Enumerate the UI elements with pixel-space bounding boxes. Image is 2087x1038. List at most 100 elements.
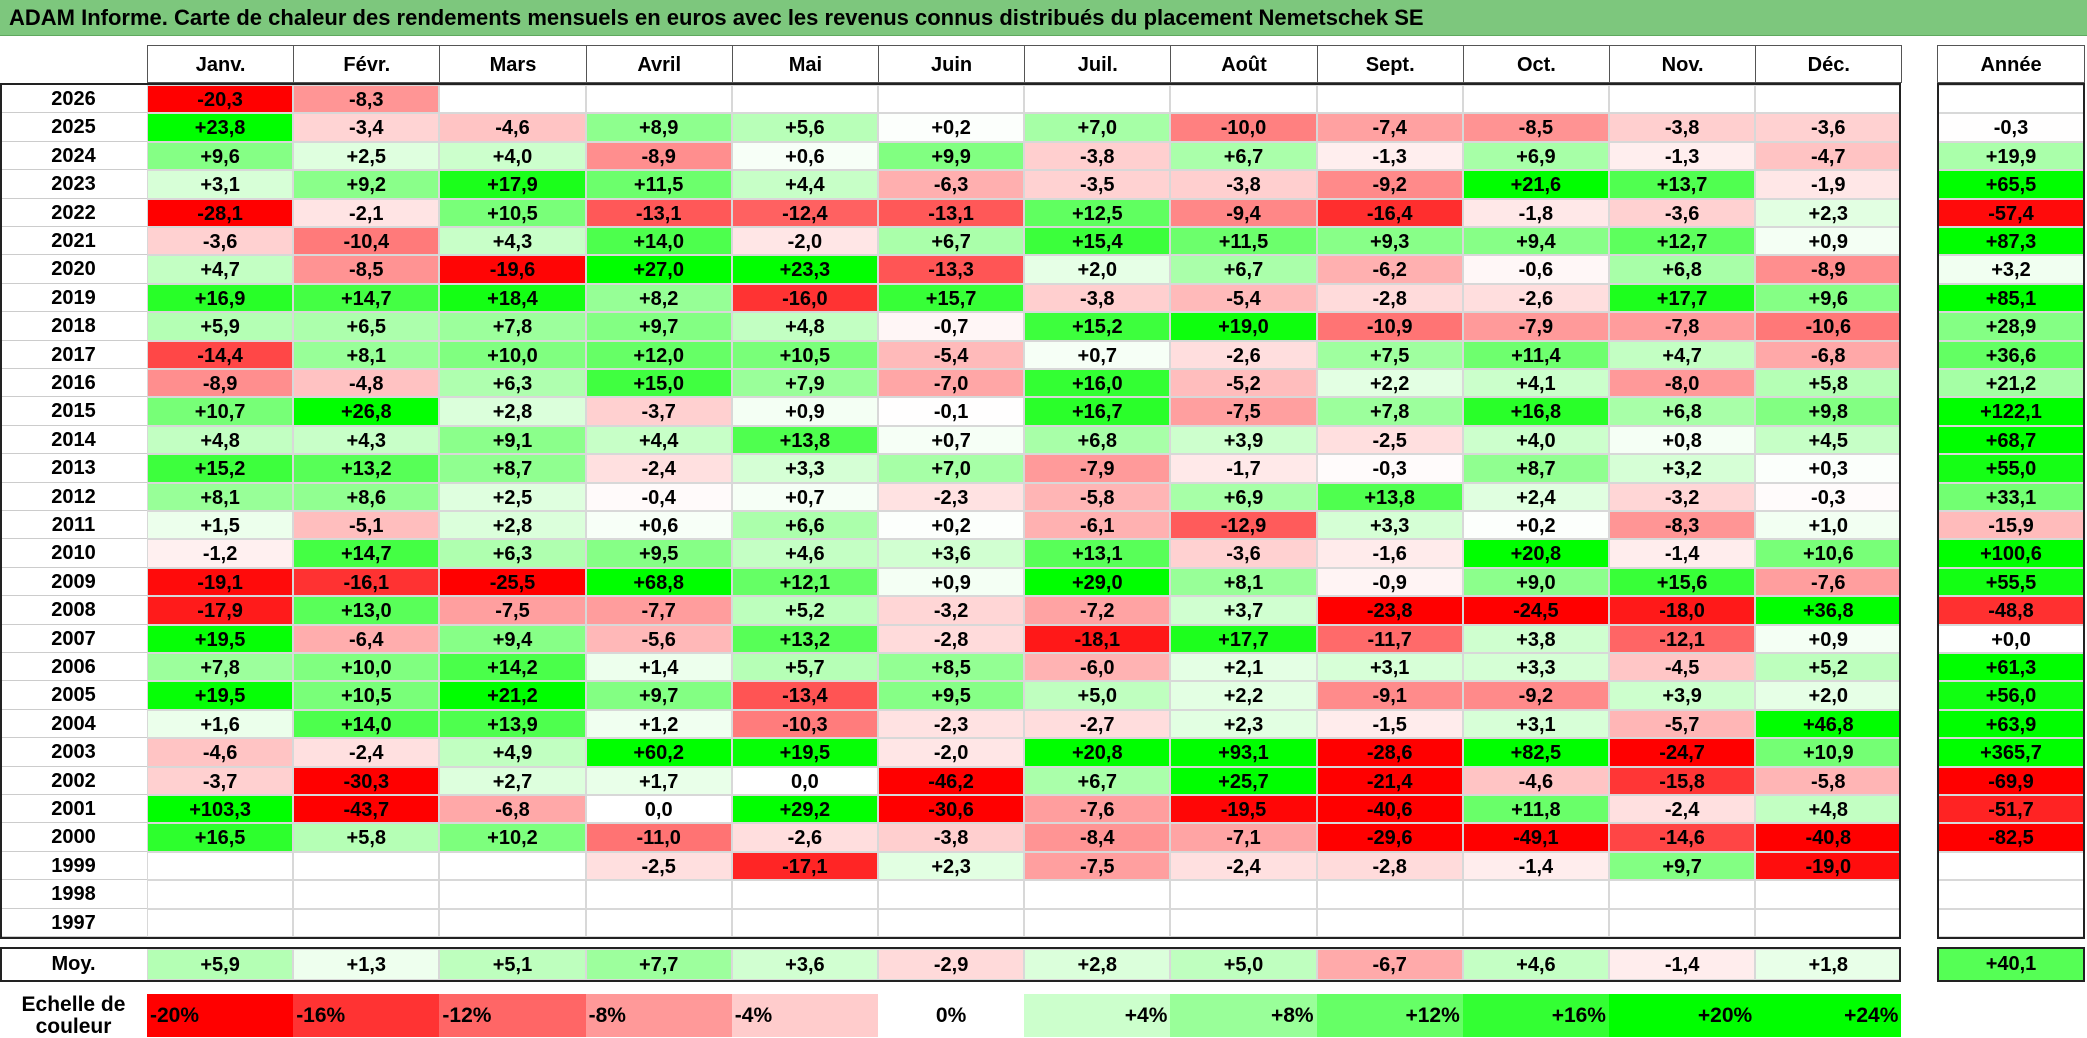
heatmap-cell: -30,3: [293, 766, 440, 795]
heatmap-cell: +13,9: [439, 709, 586, 739]
heatmap-cell: -3,5: [1024, 170, 1171, 199]
annual-cell: +0,0: [1937, 624, 2085, 653]
heatmap-cell: +9,4: [1462, 227, 1609, 256]
heatmap-cell: +3,3: [1462, 653, 1609, 682]
heatmap-cell: +27,0: [585, 255, 732, 284]
heatmap-cell: +21,6: [1462, 170, 1609, 199]
heatmap-cell: -19,6: [439, 255, 586, 284]
heatmap-cell: +3,1: [1316, 653, 1463, 682]
heatmap-cell: +7,5: [1316, 340, 1463, 369]
month-header: Mars: [439, 45, 587, 83]
heatmap-cell: +3,2: [1609, 454, 1756, 483]
heatmap-cell: -8,5: [293, 255, 440, 284]
annual-cell: +55,0: [1937, 454, 2085, 483]
average-label: Moy.: [51, 953, 96, 975]
heatmap-cell: [731, 85, 878, 114]
heatmap-cell: +6,7: [1170, 255, 1317, 284]
heatmap-cell: [878, 85, 1025, 114]
chart-title: ADAM Informe. Carte de chaleur des rende…: [0, 0, 2087, 36]
heatmap-cell: -2,4: [1609, 795, 1756, 824]
heatmap-cell: +2,7: [439, 766, 586, 795]
month-header: Févr.: [293, 45, 441, 83]
heatmap-cell: +2,3: [1755, 198, 1902, 227]
heatmap-cell: +0,2: [878, 113, 1025, 142]
annual-cell: -57,4: [1937, 198, 2085, 227]
heatmap-cell: [439, 908, 586, 937]
heatmap-cell: [1609, 85, 1756, 114]
heatmap-cell: -6,1: [1024, 511, 1171, 540]
year-label: 2022: [0, 199, 147, 227]
year-label: 2001: [0, 795, 147, 824]
heatmap-cell: +0,6: [731, 141, 878, 171]
heatmap-cell: -16,0: [731, 283, 878, 313]
month-header: Juin: [878, 45, 1026, 83]
annual-cell: +85,1: [1937, 283, 2085, 313]
heatmap-cell: +9,3: [1316, 227, 1463, 256]
heatmap-cell: -8,4: [1024, 823, 1171, 852]
heatmap-cell: +0,2: [878, 511, 1025, 540]
heatmap-cell: +5,6: [731, 113, 878, 142]
year-label: 2002: [0, 767, 147, 795]
heatmap-cell: -8,0: [1609, 369, 1756, 398]
heatmap-cell: -30,6: [878, 795, 1025, 824]
legend-label: Echelle de couleur: [21, 993, 126, 1038]
average-cell: +1,3: [293, 949, 440, 980]
heatmap-cell: -43,7: [293, 795, 440, 824]
heatmap-cell: -1,6: [1316, 539, 1463, 568]
heatmap-cell: [1024, 908, 1171, 937]
heatmap-cell: +36,8: [1755, 596, 1902, 625]
heatmap-cell: +93,1: [1170, 738, 1317, 767]
heatmap-cell: -10,0: [1170, 113, 1317, 142]
heatmap-cell: +4,4: [585, 425, 732, 455]
heatmap-cell: -11,0: [585, 823, 732, 852]
heatmap-cell: [1024, 85, 1171, 114]
heatmap-cell: -7,1: [1170, 823, 1317, 852]
heatmap-cell: +15,0: [585, 369, 732, 398]
heatmap-cell: +9,6: [1755, 283, 1902, 313]
year-label: 2011: [0, 511, 147, 540]
heatmap-cell: -2,4: [293, 738, 440, 767]
heatmap-cell: -3,6: [1755, 113, 1902, 142]
heatmap-cell: [878, 908, 1025, 937]
heatmap-cell: -29,6: [1316, 823, 1463, 852]
heatmap-cell: -2,0: [731, 227, 878, 256]
heatmap-cell: +1,5: [147, 511, 294, 540]
heatmap-cell: -18,0: [1609, 596, 1756, 625]
year-label: 1999: [0, 852, 147, 881]
heatmap-cell: [293, 851, 440, 881]
heatmap-cell: +16,7: [1024, 397, 1171, 426]
heatmap-cell: -4,8: [293, 369, 440, 398]
heatmap-cell: +0,7: [1024, 340, 1171, 369]
month-header: Mai: [731, 45, 879, 83]
heatmap-cell: +7,0: [878, 454, 1025, 483]
heatmap-cell: -0,9: [1316, 567, 1463, 597]
heatmap-cell: -24,7: [1609, 738, 1756, 767]
heatmap-cell: -6,8: [1755, 340, 1902, 369]
heatmap-cell: +12,7: [1609, 227, 1756, 256]
heatmap-cell: -13,1: [585, 198, 732, 227]
annual-cell: +33,1: [1937, 482, 2085, 511]
heatmap-cell: -7,5: [1170, 397, 1317, 426]
heatmap-cell: -23,8: [1316, 596, 1463, 625]
heatmap-cell: -3,2: [878, 596, 1025, 625]
heatmap-cell: -40,6: [1316, 795, 1463, 824]
year-label: 2005: [0, 681, 147, 710]
heatmap-cell: +6,9: [1462, 141, 1609, 171]
heatmap-cell: +16,8: [1462, 397, 1609, 426]
heatmap-cell: +11,8: [1462, 795, 1609, 824]
year-label: 2012: [0, 483, 147, 511]
heatmap-cell: +6,7: [1024, 766, 1171, 795]
heatmap-cell: +2,0: [1024, 255, 1171, 284]
heatmap-cell: -6,3: [878, 170, 1025, 199]
heatmap-cell: +9,5: [878, 681, 1025, 710]
heatmap-cell: -1,3: [1609, 141, 1756, 171]
heatmap-cell: -10,6: [1755, 312, 1902, 341]
average-cell: -1,4: [1609, 949, 1756, 980]
heatmap-cell: -17,9: [147, 596, 294, 625]
heatmap-cell: +17,7: [1609, 283, 1756, 313]
annual-cell: +3,2: [1937, 255, 2085, 284]
heatmap-cell: [878, 880, 1025, 909]
heatmap-cell: +1,6: [147, 709, 294, 739]
heatmap-cell: [1170, 880, 1317, 909]
heatmap-cell: -16,1: [293, 567, 440, 597]
